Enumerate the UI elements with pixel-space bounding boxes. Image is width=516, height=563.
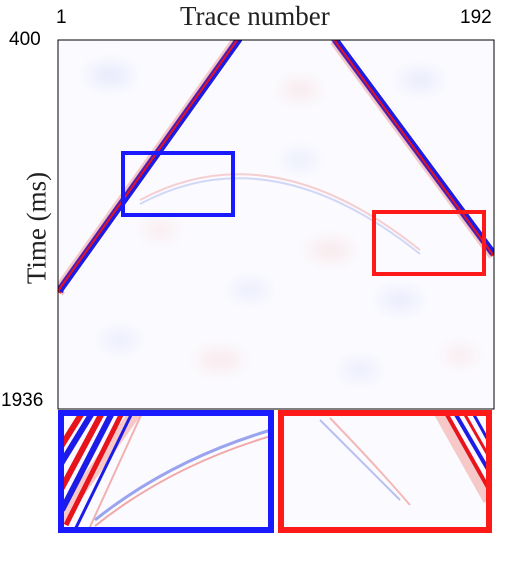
x-axis-left-label: 1 bbox=[56, 7, 67, 28]
background-noise bbox=[88, 67, 476, 376]
red-zoom-inset bbox=[278, 410, 492, 533]
right-wavefront bbox=[330, 40, 494, 259]
panel-frame bbox=[57, 39, 495, 410]
x-axis-right-label: 192 bbox=[460, 7, 492, 28]
curved-event bbox=[139, 173, 421, 251]
seismic-panel bbox=[57, 39, 495, 410]
chart-title: Trace number bbox=[180, 1, 330, 31]
blue-highlight-box bbox=[121, 151, 235, 217]
blue-inset-border bbox=[58, 410, 274, 533]
y-axis-top-label: 400 bbox=[9, 29, 41, 50]
left-wavefront bbox=[58, 40, 245, 296]
red-inset-border bbox=[278, 410, 492, 533]
y-axis-bottom-label: 1936 bbox=[1, 390, 44, 411]
blue-zoom-inset bbox=[58, 410, 274, 533]
red-highlight-box bbox=[372, 210, 486, 276]
